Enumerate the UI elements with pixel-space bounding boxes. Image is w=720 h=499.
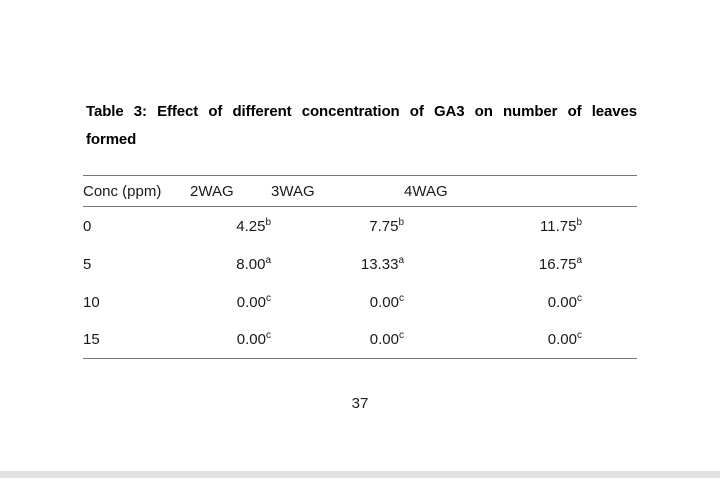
superscript-note: c [399, 292, 404, 304]
table-header-row: Conc (ppm) 2WAG 3WAG 4WAG [83, 175, 637, 207]
table-row: 15 0.00c 0.00c 0.00c [83, 321, 637, 359]
table-row: 5 8.00a 13.33a 16.75a [83, 245, 637, 283]
superscript-note: c [266, 292, 271, 304]
superscript-note: a [265, 254, 271, 266]
superscript-note: c [577, 330, 582, 341]
filler-cell [582, 207, 637, 246]
col-header-conc: Conc (ppm) [83, 175, 190, 207]
value: 16.75 [538, 255, 577, 273]
value-cell: 8.00a [190, 245, 271, 283]
value-cell: 13.33a [271, 245, 404, 283]
value: 0.00 [547, 331, 577, 348]
table-caption-line2: formed [86, 131, 137, 148]
value-cell: 0.00c [190, 321, 271, 359]
value-cell: 16.75a [404, 245, 582, 283]
value-cell: 4.25b [190, 207, 271, 246]
page-number: 37 [351, 395, 369, 412]
table-row: 10 0.00c 0.00c 0.00c [83, 283, 637, 321]
value: 11.75 [540, 217, 577, 235]
value: 8.00 [236, 255, 266, 273]
value: 0.00 [369, 293, 399, 311]
table-caption-line1: Table 3: Effect of different concentrati… [86, 103, 637, 120]
superscript-note: b [576, 216, 582, 228]
value: 0.00 [236, 331, 266, 348]
value: 13.33 [360, 255, 399, 273]
value: 0.00 [369, 331, 399, 348]
filler-cell [582, 175, 637, 207]
conc-cell: 10 [83, 293, 100, 311]
value-cell: 0.00c [271, 283, 404, 321]
data-table: Conc (ppm) 2WAG 3WAG 4WAG 0 4.25b 7.75b … [83, 175, 637, 359]
col-header-2wag: 2WAG [190, 175, 271, 207]
superscript-note: c [399, 330, 404, 341]
value-cell: 0.00c [271, 321, 404, 359]
value: 0.00 [547, 293, 577, 311]
conc-cell: 15 [83, 321, 190, 359]
value-cell: 0.00c [190, 283, 271, 321]
value: 7.75 [369, 217, 399, 235]
filler-cell [582, 283, 637, 321]
superscript-note: c [266, 330, 271, 341]
superscript-note: b [265, 216, 271, 228]
value: 0.00 [236, 293, 266, 311]
col-header-3wag: 3WAG [271, 175, 404, 207]
superscript-note: a [398, 254, 404, 266]
table-row: 0 4.25b 7.75b 11.75b [83, 207, 637, 246]
value-cell: 7.75b [271, 207, 404, 246]
value-cell: 11.75b [404, 207, 582, 246]
conc-cell: 0 [83, 217, 92, 235]
value: 4.25 [236, 217, 266, 235]
filler-cell [582, 245, 637, 283]
filler-cell [582, 321, 637, 359]
superscript-note: a [576, 254, 582, 266]
value-cell: 0.00c [404, 283, 582, 321]
table-caption: Table 3: Effect of different concentrati… [86, 98, 637, 154]
conc-cell: 5 [83, 255, 92, 273]
col-header-4wag: 4WAG [404, 175, 582, 207]
superscript-note: b [398, 216, 404, 228]
page-separator [0, 471, 720, 478]
value-cell: 0.00c [404, 321, 582, 359]
superscript-note: c [577, 292, 582, 304]
